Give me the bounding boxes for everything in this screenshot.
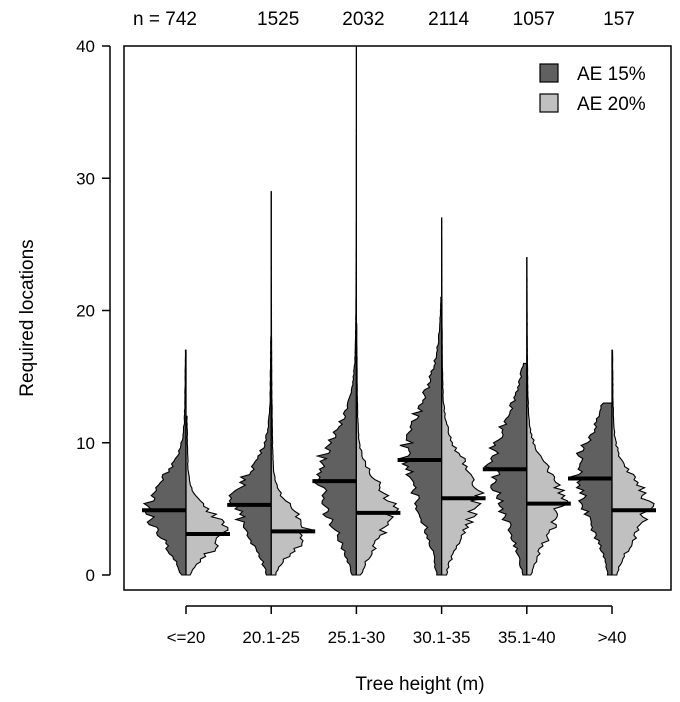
sample-count: 2114 bbox=[428, 9, 469, 30]
legend: AE 15% AE 20% bbox=[539, 63, 646, 115]
sample-count: 1057 bbox=[513, 9, 555, 30]
y-tick-label: 30 bbox=[76, 169, 95, 188]
violin-half bbox=[441, 217, 486, 576]
violin-half bbox=[228, 336, 272, 576]
x-axis-title: Tree height (m) bbox=[355, 674, 484, 695]
violin-half bbox=[397, 296, 443, 576]
plot-frame bbox=[123, 45, 672, 591]
y-tick-label: 10 bbox=[76, 434, 95, 453]
violin-half bbox=[526, 257, 570, 576]
legend-swatch bbox=[539, 93, 559, 113]
x-tick-label: >40 bbox=[598, 628, 627, 647]
violin-half bbox=[270, 190, 314, 576]
legend-label: AE 15% bbox=[577, 64, 646, 85]
sample-count: 2032 bbox=[342, 9, 384, 30]
x-tick-label: 35.1-40 bbox=[498, 628, 556, 647]
y-tick-label: 20 bbox=[76, 302, 95, 321]
y-tick-label: 0 bbox=[86, 566, 95, 585]
violin-half bbox=[185, 415, 229, 576]
legend-swatch bbox=[539, 63, 559, 83]
violin-half bbox=[611, 349, 655, 576]
sample-count: n = 742 bbox=[133, 9, 197, 30]
x-axis: <=20 20.1-25 25.1-30 30.1-35 35.1-40 >40 bbox=[167, 605, 627, 647]
violin-half bbox=[567, 402, 613, 576]
violin-half bbox=[355, 323, 400, 576]
sample-count-labels: n = 742 1525 2032 2114 1057 157 bbox=[133, 9, 635, 30]
x-tick-label: 20.1-25 bbox=[242, 628, 300, 647]
x-tick-label: 30.1-35 bbox=[413, 628, 471, 647]
sample-count: 157 bbox=[603, 9, 635, 30]
legend-label: AE 20% bbox=[577, 94, 646, 115]
y-axis: 0 10 20 30 40 bbox=[76, 37, 111, 585]
y-tick-label: 40 bbox=[76, 37, 95, 56]
violin-half bbox=[142, 349, 187, 576]
violin-half bbox=[313, 46, 357, 576]
x-tick-label: 25.1-30 bbox=[328, 628, 386, 647]
y-axis-title: Required locations bbox=[17, 239, 38, 396]
violin-plot-area bbox=[142, 46, 656, 576]
x-tick-label: <=20 bbox=[167, 628, 206, 647]
sample-count: 1525 bbox=[257, 9, 299, 30]
